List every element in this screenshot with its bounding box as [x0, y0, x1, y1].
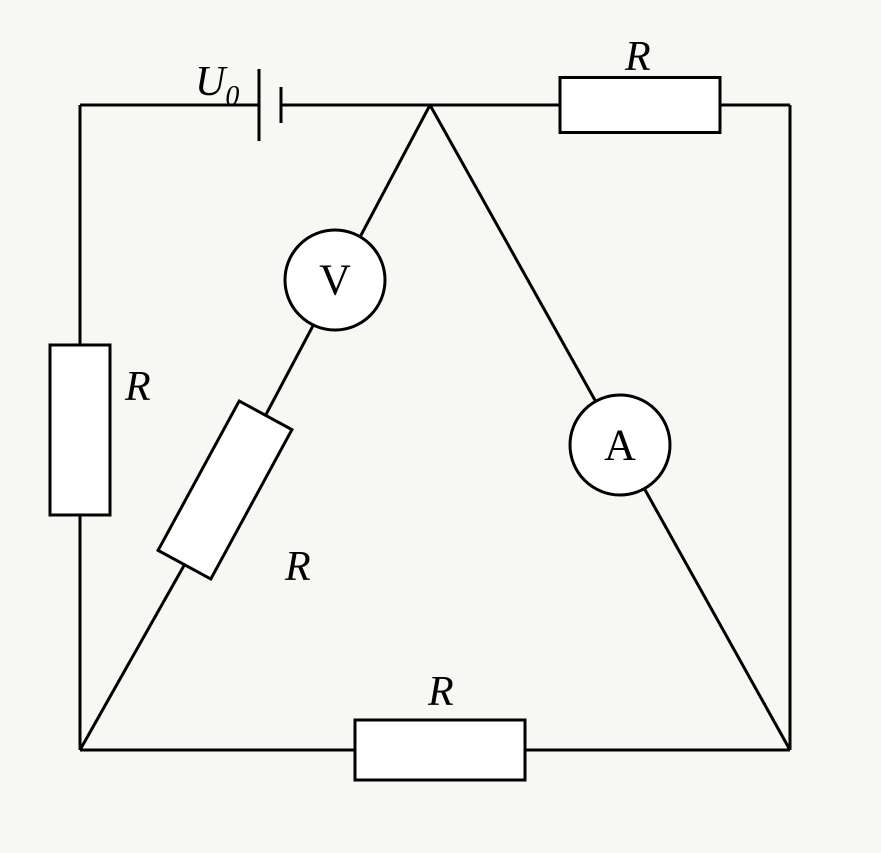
- voltmeter-label: V: [319, 256, 351, 305]
- resistor-label-R_bot: R: [427, 669, 454, 715]
- resistor-R_top: [560, 78, 720, 133]
- resistor-label-R_top: R: [624, 34, 651, 80]
- resistor-label-R_left: R: [124, 364, 151, 410]
- resistor-R_left: [50, 345, 110, 515]
- resistor-R_bot: [355, 720, 525, 780]
- ammeter-label: A: [604, 421, 636, 470]
- resistor-label-R_diag: R: [284, 544, 311, 590]
